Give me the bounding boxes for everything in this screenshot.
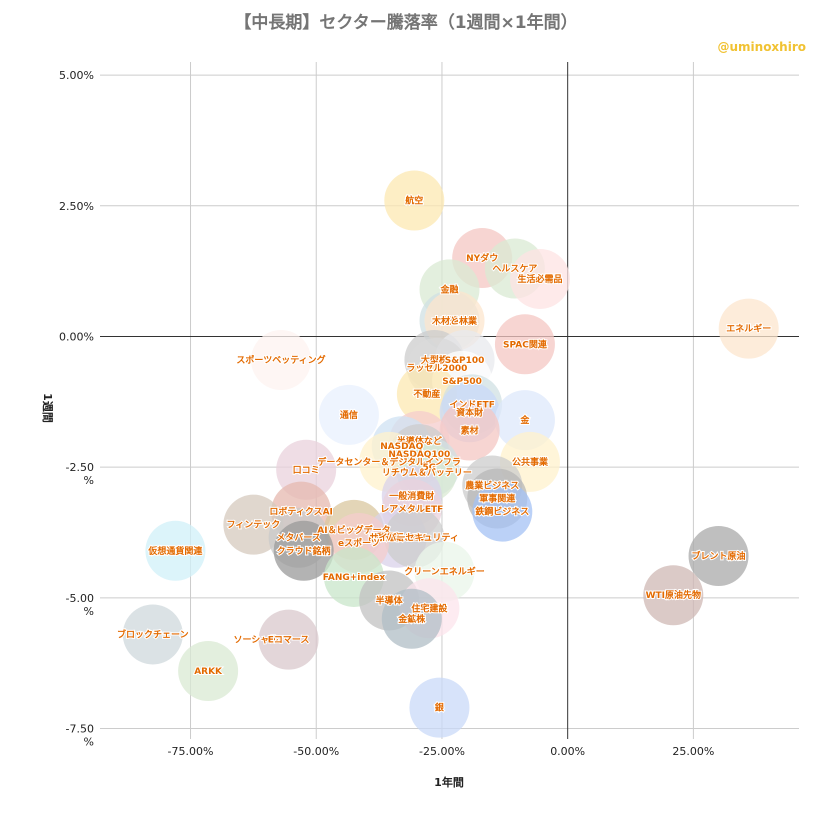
x-tick-label-3: 0.00% bbox=[550, 745, 585, 758]
point-label-12: ラッセル2000 bbox=[406, 363, 467, 374]
point-label-35: AI＆ビッグデータ bbox=[317, 524, 390, 536]
point-label-53: 銀 bbox=[435, 702, 444, 714]
point-40 bbox=[273, 520, 334, 581]
point-41 bbox=[145, 520, 206, 581]
point-label-46: 半導体 bbox=[376, 594, 404, 606]
y-tick-label-5: -7.50% bbox=[66, 723, 94, 749]
point-label-16: 資本財 bbox=[456, 406, 483, 418]
y-axis-label: 1週間 bbox=[41, 393, 55, 423]
point-label-20: 半導体など bbox=[397, 435, 442, 447]
x-tick-label-0: -75.00% bbox=[168, 745, 214, 758]
point-label-36: メタバース bbox=[276, 532, 321, 544]
point-label-6: 木材と林業 bbox=[431, 315, 478, 327]
point-7 bbox=[718, 298, 779, 359]
x-tick-label-2: -25.00% bbox=[419, 745, 465, 758]
point-48 bbox=[381, 588, 442, 649]
point-label-10: 大型株 bbox=[421, 354, 449, 366]
tick-labels: -75.00% -50.00% -25.00% 0.00% 25.00% 5.00% 2.5… bbox=[59, 69, 714, 758]
point-label-4: 金融 bbox=[439, 283, 458, 295]
point-49 bbox=[122, 604, 183, 665]
point-label-48: 金鉱株 bbox=[397, 613, 426, 625]
point-label-27: リチウム＆バッテリー bbox=[382, 467, 472, 478]
y-tick-label-4: -5.00% bbox=[66, 592, 94, 618]
y-tick-label-1: 2.50% bbox=[59, 200, 94, 213]
watermark: @uminoxhiro bbox=[717, 40, 806, 54]
point-label-17: 通信 bbox=[340, 409, 358, 421]
point-label-45: WTI原油先物 bbox=[646, 589, 701, 601]
point-label-51: Eコマース bbox=[268, 635, 310, 646]
point-label-23: データセンター＆デジタルインフラ bbox=[317, 456, 461, 468]
point-34 bbox=[223, 494, 284, 555]
point-3 bbox=[510, 248, 571, 309]
point-label-47: 住宅建設 bbox=[411, 602, 448, 614]
point-8 bbox=[494, 314, 555, 375]
point-label-7: エネルギー bbox=[726, 323, 771, 335]
y-tick-label-2: 0.00% bbox=[59, 330, 94, 343]
point-label-22: NASDAQ100 bbox=[388, 450, 450, 460]
point-label-41: 仮想通貨関連 bbox=[147, 545, 203, 557]
point-label-39: eスポーツ bbox=[338, 537, 380, 549]
point-label-13: S&P500 bbox=[442, 377, 482, 387]
x-tick-label-1: -50.00% bbox=[293, 745, 339, 758]
point-label-37: 自動運転＆EV bbox=[368, 532, 426, 544]
point-label-52: ARKK bbox=[194, 667, 223, 677]
point-label-19: 素材 bbox=[461, 425, 479, 437]
point-17 bbox=[318, 384, 379, 445]
point-label-3: 生活必需品 bbox=[518, 273, 563, 285]
point-42 bbox=[688, 526, 749, 587]
point-label-43: クリーンエネルギー bbox=[404, 566, 485, 578]
x-axis-label: 1年間 bbox=[434, 775, 464, 789]
point-label-44: FANG+index bbox=[323, 573, 386, 583]
point-label-30: 軍事関連 bbox=[479, 493, 516, 505]
point-label-11: S&P100 bbox=[445, 356, 485, 366]
y-tick-label-0: 5.00% bbox=[59, 69, 94, 82]
point-label-2: ヘルスケア bbox=[492, 263, 537, 274]
x-tick-label-4: 25.00% bbox=[672, 745, 714, 758]
point-label-21: NASDAQ bbox=[380, 442, 423, 452]
point-9 bbox=[251, 329, 312, 390]
point-label-25: 5G bbox=[423, 463, 437, 473]
point-label-40: クラウド銘柄 bbox=[277, 545, 331, 557]
point-label-14: 不動産 bbox=[413, 388, 440, 400]
point-label-18: 金 bbox=[519, 414, 530, 426]
point-label-49: ブロックチェーン bbox=[117, 628, 189, 640]
point-52 bbox=[178, 641, 239, 702]
point-label-26: 口コミ bbox=[293, 465, 320, 476]
points-layer bbox=[122, 170, 779, 738]
chart-title: 【中長期】セクター騰落率（1週間×1年間） bbox=[234, 12, 577, 33]
point-51 bbox=[258, 609, 319, 670]
point-label-24: 公共事業 bbox=[512, 456, 549, 468]
point-32 bbox=[472, 481, 533, 542]
point-label-42: ブレント原油 bbox=[692, 550, 746, 562]
point-label-28: 農業ビジネス bbox=[465, 479, 519, 491]
point-label-8: SPAC関連 bbox=[503, 338, 548, 350]
y-tick-label-3: -2.50% bbox=[66, 461, 94, 487]
point-label-9: スポーツベッティング bbox=[236, 354, 325, 366]
point-label-29: 一般消費財 bbox=[389, 490, 434, 502]
point-label-15: インドETF bbox=[449, 399, 494, 410]
point-label-1: NYダウ bbox=[466, 252, 498, 264]
point-label-50: ソーシャル bbox=[233, 635, 278, 646]
point-label-31: レアメタルETF bbox=[380, 503, 443, 515]
point-label-34: フィンテック bbox=[226, 520, 280, 531]
point-0 bbox=[384, 170, 445, 231]
point-label-0: 航空 bbox=[405, 195, 423, 207]
point-label-5: 交通 bbox=[440, 315, 458, 327]
point-45 bbox=[643, 565, 704, 626]
point-label-33: ロボティクスAI bbox=[269, 506, 333, 518]
point-label-32: 鉄鋼ビジネス bbox=[475, 506, 529, 518]
point-53 bbox=[409, 677, 470, 738]
point-label-38: サイバーセキュリティ bbox=[370, 533, 459, 544]
point-19 bbox=[439, 400, 500, 461]
